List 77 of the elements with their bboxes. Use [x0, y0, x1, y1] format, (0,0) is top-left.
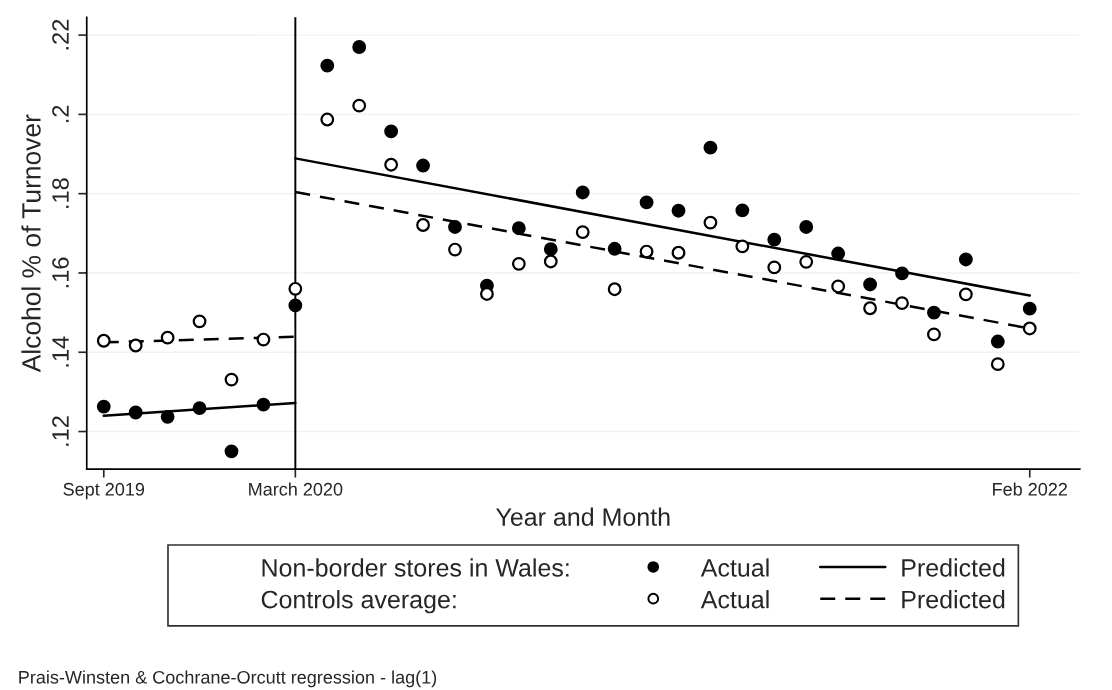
text: Controls average: — [261, 590, 456, 614]
point — [990, 334, 1005, 349]
y-tick-label: .16 — [52, 257, 69, 288]
point — [384, 157, 399, 172]
legend-label: Predicted — [902, 558, 1005, 577]
point — [320, 58, 335, 73]
point — [128, 405, 143, 420]
y-tick-label: .18 — [52, 178, 69, 208]
point — [543, 242, 558, 257]
point — [448, 220, 462, 234]
x-tick-label: March 2020 — [249, 482, 343, 496]
text: Prais-Winsten & Cochrane-Orcutt regression - lag(1) — [19, 670, 437, 688]
point — [96, 399, 111, 414]
point — [863, 301, 877, 316]
legend-label: Actual — [700, 590, 769, 609]
point — [958, 252, 973, 267]
point — [416, 218, 430, 232]
point — [607, 282, 622, 297]
point — [703, 140, 718, 155]
point — [703, 215, 718, 230]
legend-label: Predicted — [902, 590, 1005, 609]
point — [96, 333, 111, 348]
point — [288, 298, 303, 313]
point — [831, 279, 846, 294]
legend-label: Actual — [700, 558, 769, 577]
point — [735, 239, 750, 254]
point — [1022, 321, 1037, 336]
y-tick-label: .14 — [52, 336, 69, 367]
y-tick-label: .12 — [52, 416, 69, 446]
point — [384, 124, 399, 139]
point — [128, 338, 143, 353]
point — [416, 158, 430, 173]
point — [511, 256, 526, 271]
point — [320, 112, 335, 127]
point — [256, 332, 271, 347]
point — [863, 277, 877, 292]
y-axis-title: Alcohol % of Turnover — [21, 114, 41, 373]
point — [927, 305, 941, 320]
text: Non-border stores in Wales: — [262, 558, 569, 577]
point — [352, 40, 367, 54]
point — [511, 221, 526, 236]
point — [990, 357, 1005, 372]
point — [671, 245, 686, 260]
point — [1022, 301, 1037, 316]
point — [256, 397, 271, 412]
point — [288, 281, 303, 296]
point — [958, 287, 973, 302]
point — [671, 203, 686, 218]
x-tick-label: Sept 2019 — [63, 482, 145, 500]
point — [831, 246, 846, 261]
x-tick-label: Feb 2022 — [993, 482, 1067, 496]
point — [639, 195, 654, 210]
point — [767, 260, 782, 275]
point — [799, 220, 814, 234]
point — [192, 314, 207, 329]
point — [639, 244, 654, 259]
point — [352, 98, 367, 113]
point — [895, 296, 909, 311]
point — [575, 185, 590, 200]
point — [799, 254, 814, 269]
point — [160, 330, 175, 345]
x-axis-title: Year and Month — [496, 507, 670, 526]
point — [448, 242, 462, 257]
point — [895, 266, 909, 281]
point — [480, 287, 494, 301]
point — [735, 203, 750, 218]
point — [927, 327, 941, 342]
point — [224, 444, 239, 459]
point — [607, 241, 622, 256]
y-tick-label: .22 — [52, 19, 69, 50]
point — [767, 232, 782, 247]
point — [575, 225, 590, 240]
y-tick-label: .2 — [52, 105, 69, 123]
point — [160, 409, 175, 424]
point — [543, 254, 558, 269]
point — [192, 401, 207, 416]
point — [224, 372, 239, 387]
